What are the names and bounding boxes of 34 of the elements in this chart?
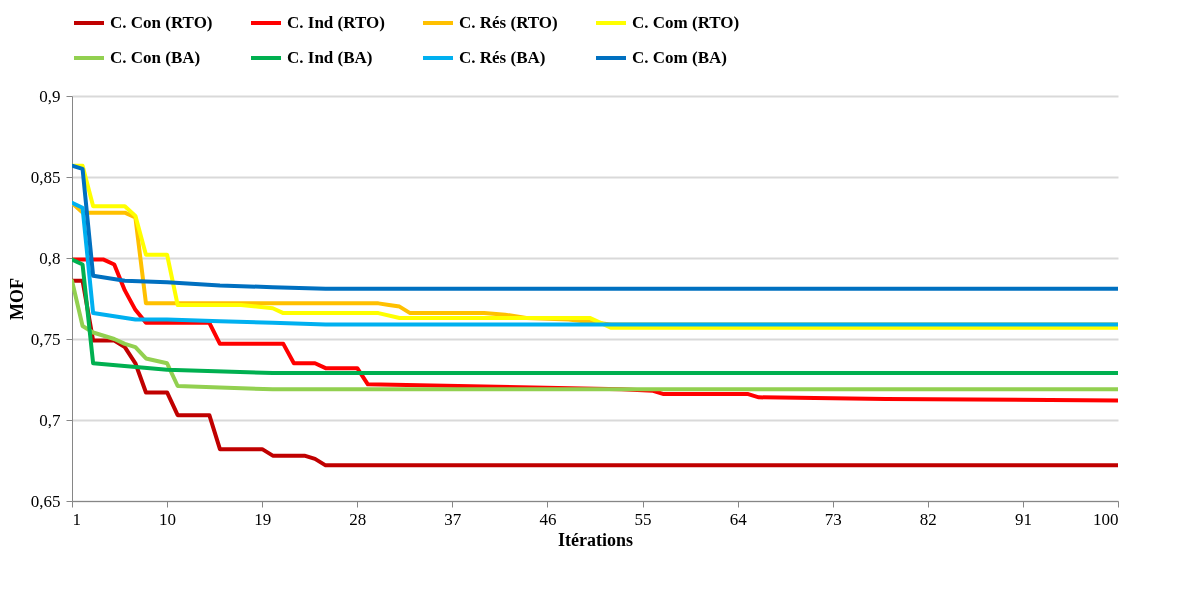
x-tick-label: 100	[1093, 509, 1119, 529]
legend-label: C. Com (RTO)	[632, 13, 740, 32]
x-tick-label: 28	[349, 509, 367, 529]
legend-label: C. Rés (BA)	[459, 48, 546, 67]
line-series	[72, 200, 1118, 327]
y-tick-label: 0,8	[39, 248, 61, 268]
legend-label: C. Con (BA)	[110, 48, 201, 67]
y-axis-title: MOF	[6, 278, 27, 320]
y-tick-label: 0,7	[39, 410, 61, 430]
line-series	[72, 278, 1118, 468]
line-series	[72, 278, 1118, 392]
legend-label: C. Con (RTO)	[110, 13, 213, 32]
x-tick-label: 64	[729, 509, 748, 529]
line-series	[72, 257, 1118, 376]
legend-label: C. Ind (BA)	[287, 48, 373, 67]
legend-label: C. Com (BA)	[632, 48, 727, 67]
x-tick-label: 37	[444, 509, 462, 529]
x-tick-label: 46	[539, 509, 557, 529]
x-tick-label: 91	[1014, 509, 1032, 529]
x-tick-label: 82	[919, 509, 937, 529]
x-tick-label: 10	[159, 509, 177, 529]
legend-label: C. Rés (RTO)	[459, 13, 558, 32]
x-tick-label: 73	[824, 509, 842, 529]
y-tick-label: 0,9	[39, 86, 61, 106]
y-tick-label: 0,75	[30, 329, 61, 349]
x-axis-title: Itérations	[558, 529, 633, 550]
y-tick-label: 0,85	[30, 167, 61, 187]
legend-label: C. Ind (RTO)	[287, 13, 385, 32]
line-series	[72, 163, 1118, 330]
x-tick-label: 19	[254, 509, 272, 529]
x-tick-label: 55	[634, 509, 652, 529]
x-tick-label: 1	[72, 509, 81, 529]
line-series	[72, 163, 1118, 291]
y-tick-label: 0,65	[30, 491, 61, 511]
